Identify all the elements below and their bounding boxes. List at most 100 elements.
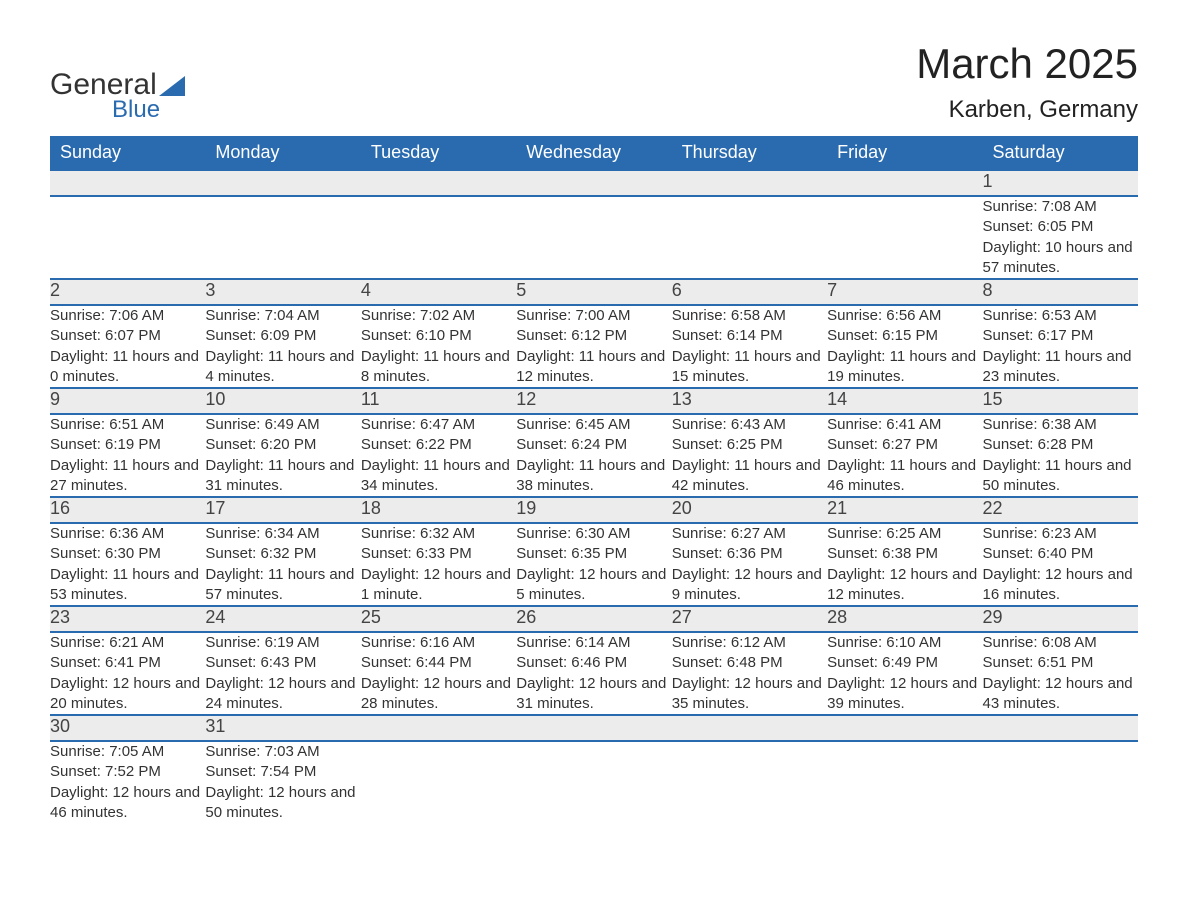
day-number: 27 (672, 607, 692, 627)
sunrise-text: Sunrise: 6:53 AM (983, 306, 1138, 326)
sunset-text: Sunset: 6:05 PM (983, 217, 1138, 237)
daylight-text: Daylight: 12 hours and 50 minutes. (205, 783, 360, 824)
day-number: 21 (827, 498, 847, 518)
daylight-text: Daylight: 12 hours and 35 minutes. (672, 674, 827, 715)
daylight-text: Daylight: 11 hours and 27 minutes. (50, 456, 205, 497)
calendar-table: Sunday Monday Tuesday Wednesday Thursday… (50, 136, 1138, 823)
day-number-cell: 18 (361, 497, 516, 523)
day-content-cell: Sunrise: 6:27 AMSunset: 6:36 PMDaylight:… (672, 523, 827, 606)
day-content-cell: Sunrise: 6:58 AMSunset: 6:14 PMDaylight:… (672, 305, 827, 388)
daynum-row: 23242526272829 (50, 606, 1138, 632)
day-number: 22 (983, 498, 1003, 518)
day-content-cell: Sunrise: 6:14 AMSunset: 6:46 PMDaylight:… (516, 632, 671, 715)
title-block: March 2025 Karben, Germany (916, 40, 1138, 124)
sunrise-text: Sunrise: 6:16 AM (361, 633, 516, 653)
daylight-text: Daylight: 12 hours and 16 minutes. (983, 565, 1138, 606)
day-number-cell: 30 (50, 715, 205, 741)
daylight-text: Daylight: 12 hours and 31 minutes. (516, 674, 671, 715)
day-content-cell: Sunrise: 6:08 AMSunset: 6:51 PMDaylight:… (983, 632, 1138, 715)
sunrise-text: Sunrise: 6:12 AM (672, 633, 827, 653)
day-number-cell: 6 (672, 279, 827, 305)
day-number-cell: 22 (983, 497, 1138, 523)
weekday-header: Saturday (983, 136, 1138, 170)
sunrise-text: Sunrise: 6:21 AM (50, 633, 205, 653)
daylight-text: Daylight: 11 hours and 38 minutes. (516, 456, 671, 497)
sunset-text: Sunset: 7:54 PM (205, 762, 360, 782)
sunset-text: Sunset: 6:10 PM (361, 326, 516, 346)
brand-blue: Blue (112, 96, 160, 124)
daylight-text: Daylight: 11 hours and 57 minutes. (205, 565, 360, 606)
day-content-cell (827, 741, 982, 823)
day-number-cell: 10 (205, 388, 360, 414)
sunrise-text: Sunrise: 6:19 AM (205, 633, 360, 653)
weekday-header-row: Sunday Monday Tuesday Wednesday Thursday… (50, 136, 1138, 170)
day-number-cell: 19 (516, 497, 671, 523)
sunset-text: Sunset: 6:30 PM (50, 544, 205, 564)
sunrise-text: Sunrise: 7:03 AM (205, 742, 360, 762)
sunrise-text: Sunrise: 6:45 AM (516, 415, 671, 435)
day-number-cell (672, 715, 827, 741)
day-number: 5 (516, 280, 526, 300)
daylight-text: Daylight: 11 hours and 50 minutes. (983, 456, 1138, 497)
sunset-text: Sunset: 6:49 PM (827, 653, 982, 673)
day-content-cell (672, 741, 827, 823)
sunrise-text: Sunrise: 6:58 AM (672, 306, 827, 326)
day-content-cell (827, 196, 982, 279)
daynum-row: 9101112131415 (50, 388, 1138, 414)
day-number: 23 (50, 607, 70, 627)
month-title: March 2025 (916, 40, 1138, 88)
day-number: 4 (361, 280, 371, 300)
day-number: 17 (205, 498, 225, 518)
day-number-cell: 23 (50, 606, 205, 632)
day-content-cell: Sunrise: 6:30 AMSunset: 6:35 PMDaylight:… (516, 523, 671, 606)
sunset-text: Sunset: 6:24 PM (516, 435, 671, 455)
sunset-text: Sunset: 6:25 PM (672, 435, 827, 455)
day-content-cell (361, 741, 516, 823)
sunrise-text: Sunrise: 6:10 AM (827, 633, 982, 653)
day-number-cell (205, 170, 360, 196)
day-content-cell: Sunrise: 6:38 AMSunset: 6:28 PMDaylight:… (983, 414, 1138, 497)
day-number-cell (516, 170, 671, 196)
day-number: 10 (205, 389, 225, 409)
daylight-text: Daylight: 11 hours and 34 minutes. (361, 456, 516, 497)
daylight-text: Daylight: 12 hours and 12 minutes. (827, 565, 982, 606)
day-number-cell (516, 715, 671, 741)
day-content-cell: Sunrise: 6:16 AMSunset: 6:44 PMDaylight:… (361, 632, 516, 715)
day-number-cell: 13 (672, 388, 827, 414)
day-number: 25 (361, 607, 381, 627)
day-content-cell: Sunrise: 6:23 AMSunset: 6:40 PMDaylight:… (983, 523, 1138, 606)
sunset-text: Sunset: 6:51 PM (983, 653, 1138, 673)
day-number: 2 (50, 280, 60, 300)
daynum-row: 2345678 (50, 279, 1138, 305)
day-number-cell (50, 170, 205, 196)
sunrise-text: Sunrise: 7:02 AM (361, 306, 516, 326)
daylight-text: Daylight: 12 hours and 24 minutes. (205, 674, 360, 715)
sunset-text: Sunset: 6:38 PM (827, 544, 982, 564)
sunset-text: Sunset: 6:43 PM (205, 653, 360, 673)
sunset-text: Sunset: 6:14 PM (672, 326, 827, 346)
day-content-cell (983, 741, 1138, 823)
sunrise-text: Sunrise: 6:43 AM (672, 415, 827, 435)
weekday-header: Monday (205, 136, 360, 170)
day-number: 29 (983, 607, 1003, 627)
sunset-text: Sunset: 6:17 PM (983, 326, 1138, 346)
sunrise-text: Sunrise: 6:08 AM (983, 633, 1138, 653)
day-number-cell: 20 (672, 497, 827, 523)
sunset-text: Sunset: 6:19 PM (50, 435, 205, 455)
sunrise-text: Sunrise: 7:05 AM (50, 742, 205, 762)
day-number-cell: 7 (827, 279, 982, 305)
day-number-cell: 14 (827, 388, 982, 414)
sunset-text: Sunset: 6:20 PM (205, 435, 360, 455)
day-content-row: Sunrise: 6:21 AMSunset: 6:41 PMDaylight:… (50, 632, 1138, 715)
day-number: 1 (983, 171, 993, 191)
weekday-header: Sunday (50, 136, 205, 170)
sunset-text: Sunset: 6:32 PM (205, 544, 360, 564)
day-number-cell: 3 (205, 279, 360, 305)
sunset-text: Sunset: 6:48 PM (672, 653, 827, 673)
day-number-cell: 16 (50, 497, 205, 523)
day-number-cell: 2 (50, 279, 205, 305)
sunset-text: Sunset: 6:27 PM (827, 435, 982, 455)
daylight-text: Daylight: 12 hours and 20 minutes. (50, 674, 205, 715)
day-number: 3 (205, 280, 215, 300)
sunset-text: Sunset: 6:22 PM (361, 435, 516, 455)
